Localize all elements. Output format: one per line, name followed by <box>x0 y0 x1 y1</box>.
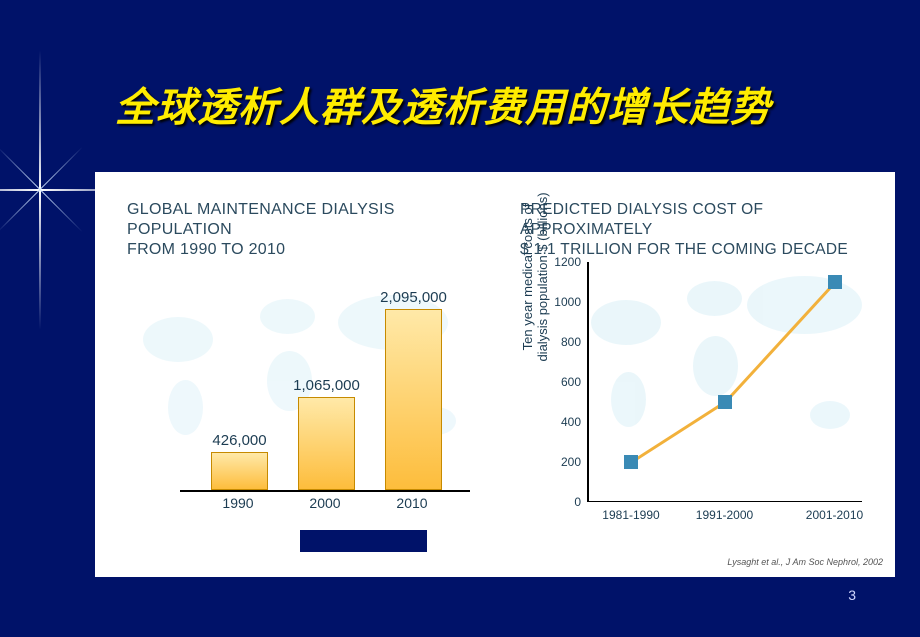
marker-0 <box>624 455 638 469</box>
ytick-800: 800 <box>561 335 587 349</box>
ytick-600: 600 <box>561 375 587 389</box>
line-chart-title-line1: PREDICTED DIALYSIS COST OF APPROXIMATELY <box>520 201 763 238</box>
ytick-1200: 1200 <box>554 255 587 269</box>
page-number: 3 <box>848 587 856 603</box>
bar-2010-label: 2,095,000 <box>380 289 447 310</box>
attribution-redaction-box <box>300 530 427 552</box>
bar-chart-title-line1: GLOBAL MAINTENANCE DIALYSIS POPULATION <box>127 201 395 238</box>
bar-chart-title-line2: FROM 1990 TO 2010 <box>127 241 285 258</box>
line-chart: PREDICTED DIALYSIS COST OF APPROXIMATELY… <box>495 172 895 577</box>
bar-xtick-1: 2000 <box>309 495 340 511</box>
slide-title: 全球透析人群及透析费用的增长趋势 <box>115 75 771 133</box>
ytick-0: 0 <box>574 495 587 509</box>
line-chart-title: PREDICTED DIALYSIS COST OF APPROXIMATELY… <box>520 200 895 260</box>
xtick-0: 1981-1990 <box>602 502 659 522</box>
bar-2000: 1,065,000 <box>298 397 355 490</box>
bar-chart-plot: 426,000 1,065,000 2,095,000 1990 2000 20… <box>180 287 470 492</box>
ytick-1000: 1000 <box>554 295 587 309</box>
ytick-200: 200 <box>561 455 587 469</box>
xtick-2: 2001-2010 <box>806 502 863 522</box>
bar-chart: GLOBAL MAINTENANCE DIALYSIS POPULATION F… <box>95 172 495 577</box>
ytick-400: 400 <box>561 415 587 429</box>
bar-xtick-2: 2010 <box>396 495 427 511</box>
line-chart-plot: 0 200 400 600 800 1000 1200 1981-1990 19… <box>587 262 862 502</box>
line-chart-ylabel-2: dialysis population $ (billions) <box>535 192 550 361</box>
bar-2000-label: 1,065,000 <box>293 377 360 398</box>
line-chart-ylabel: Ten year medical costs of dialysis popul… <box>520 172 550 382</box>
slide: 全球透析人群及透析费用的增长趋势 GLOBAL MAINTENANCE DIAL… <box>0 0 920 637</box>
line-chart-ylabel-1: Ten year medical costs of <box>520 204 535 351</box>
line-chart-y-axis <box>587 262 589 502</box>
bar-chart-title: GLOBAL MAINTENANCE DIALYSIS POPULATION F… <box>127 200 495 260</box>
bar-2010: 2,095,000 <box>385 309 442 490</box>
bar-xtick-0: 1990 <box>222 495 253 511</box>
marker-1 <box>718 395 732 409</box>
marker-2 <box>828 275 842 289</box>
bar-chart-x-axis <box>180 490 470 492</box>
bar-1990: 426,000 <box>211 452 268 490</box>
xtick-1: 1991-2000 <box>696 502 753 522</box>
bar-1990-label: 426,000 <box>212 432 266 453</box>
charts-panel: GLOBAL MAINTENANCE DIALYSIS POPULATION F… <box>95 172 895 577</box>
starburst-decoration <box>40 190 41 191</box>
citation: Lysaght et al., J Am Soc Nephrol, 2002 <box>727 557 883 567</box>
